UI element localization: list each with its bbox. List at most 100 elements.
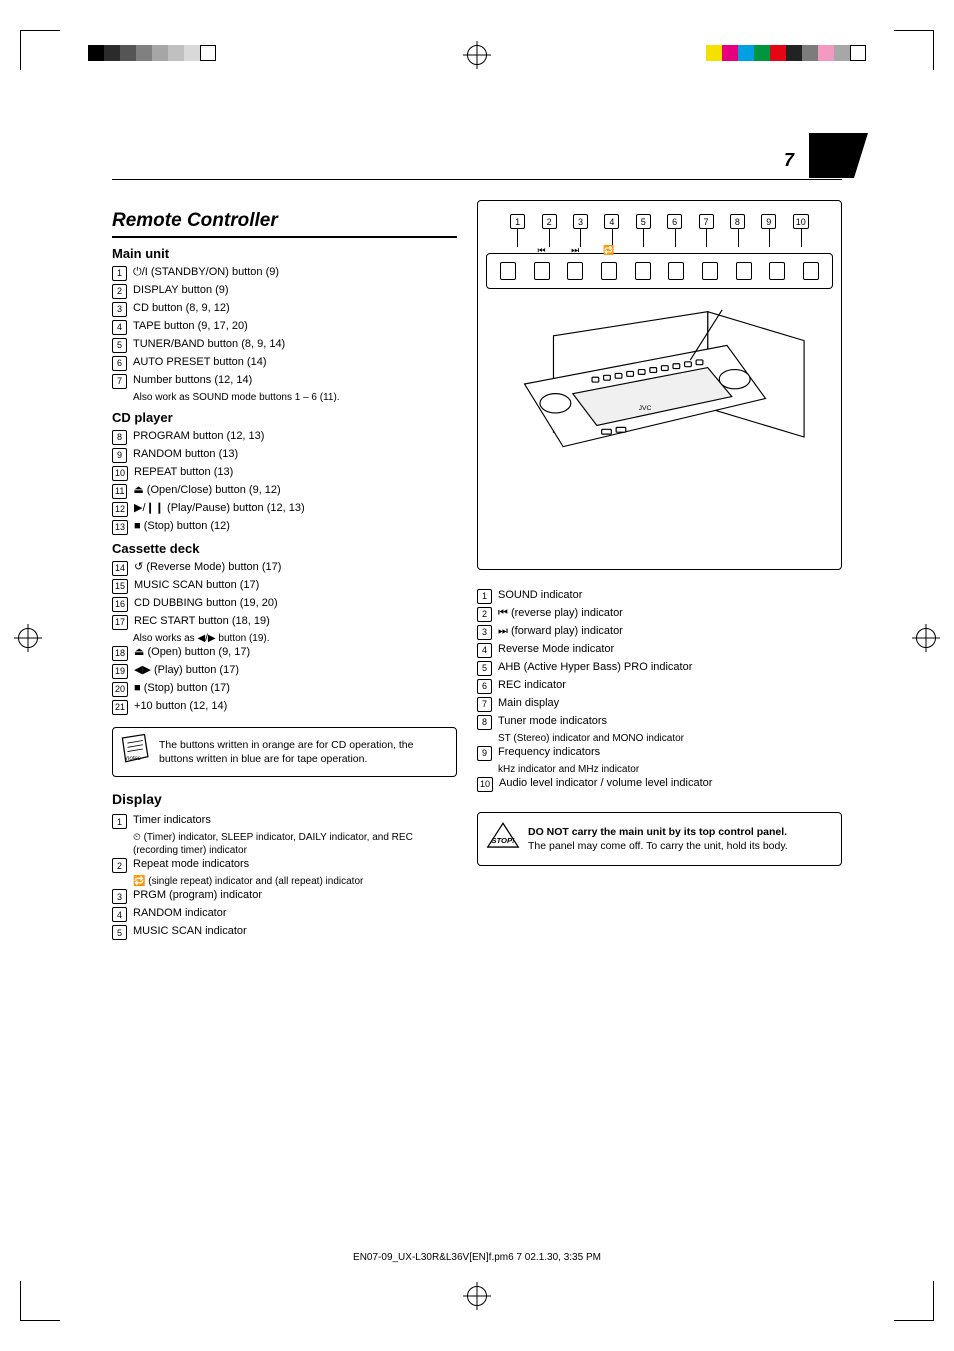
item-number: 10: [477, 777, 493, 792]
item-number: 11: [112, 484, 127, 499]
item-subtext: Also work as SOUND mode buttons 1 – 6 (1…: [133, 391, 457, 404]
symbol-icon: ⏏: [134, 646, 147, 658]
item-text: ■ (Stop) button (17): [134, 681, 457, 696]
item-number: 4: [477, 643, 492, 658]
header-rule: [112, 179, 842, 180]
stop-icon: STOP!: [486, 821, 520, 851]
swatch: [706, 45, 722, 61]
item-text: REC indicator: [498, 678, 842, 693]
item-text: MUSIC SCAN indicator: [133, 924, 457, 939]
swatch: [152, 45, 168, 61]
diagram-number: 10: [793, 214, 809, 229]
list-item: 6 REC indicator: [477, 678, 842, 694]
indicator-cell: ⏭: [567, 262, 583, 280]
item-number: 2: [477, 607, 492, 622]
item-text: Reverse Mode indicator: [498, 642, 842, 657]
symbol-icon: ↺: [134, 561, 146, 573]
item-number: 4: [112, 320, 127, 335]
display-diagram: 12345678910 ⏮⏭🔁: [477, 200, 842, 570]
list-item: 18⏏ (Open) button (9, 17): [112, 645, 457, 661]
left-column: Remote Controller Main unit 1⏻/I (STANDB…: [112, 200, 457, 942]
diagram-number: 6: [667, 214, 682, 229]
svg-text:STOP!: STOP!: [491, 836, 515, 845]
item-text: CD DUBBING button (19, 20): [134, 596, 457, 611]
list-item: 7Number buttons (12, 14): [112, 373, 457, 389]
list-item: 12 ▶/❙❙ (Play/Pause) button (12, 13): [112, 501, 457, 517]
diagram-number: 8: [730, 214, 745, 229]
list-item: 8Tuner mode indicators: [477, 714, 842, 730]
stop-box: STOP! DO NOT carry the main unit by its …: [477, 812, 842, 866]
stop-line2: The panel may come off. To carry the uni…: [528, 839, 829, 853]
item-number: 2: [112, 284, 127, 299]
diagram-number: 5: [636, 214, 651, 229]
item-number: 1: [112, 266, 127, 281]
list-item: 2DISPLAY button (9): [112, 283, 457, 299]
notes-box: notes The buttons written in orange are …: [112, 727, 457, 777]
item-number: 5: [477, 661, 492, 676]
item-text: ▶/❙❙ (Play/Pause) button (12, 13): [134, 501, 457, 516]
item-subtext: Also works as ◀/▶ button (19).: [133, 632, 457, 645]
item-number: 2: [112, 858, 127, 873]
item-number: 3: [112, 302, 127, 317]
list-item: 4RANDOM indicator: [112, 906, 457, 922]
swatch: [770, 45, 786, 61]
swatch: [104, 45, 120, 61]
item-text: AUTO PRESET button (14): [133, 355, 457, 370]
diagram-number: 3: [573, 214, 588, 229]
crop-mark: [894, 30, 934, 70]
display-heading: Display: [112, 791, 457, 807]
item-text: Audio level indicator / volume level ind…: [499, 776, 842, 791]
swatch: [786, 45, 802, 61]
indicator-strip: ⏮⏭🔁: [486, 253, 833, 289]
item-text: +10 button (12, 14): [134, 699, 457, 714]
symbol-icon: ■: [134, 682, 144, 694]
item-text: Tuner mode indicators: [498, 714, 842, 729]
item-number: 7: [477, 697, 492, 712]
list-item: 13■ (Stop) button (12): [112, 519, 457, 535]
swatch: [184, 45, 200, 61]
indicator-cell: 🔁: [601, 262, 617, 280]
item-number: 6: [477, 679, 492, 694]
swatch: [120, 45, 136, 61]
list-item: 9RANDOM button (13): [112, 447, 457, 463]
indicator-cell: [736, 262, 752, 280]
list-item: 6AUTO PRESET button (14): [112, 355, 457, 371]
device-illustration: JVC: [486, 289, 833, 479]
symbol-icon: ⏻/I: [133, 266, 151, 278]
list-item: 5 TUNER/BAND button (8, 9, 14): [112, 337, 457, 353]
registration-mark: [467, 45, 487, 65]
swatch: [722, 45, 738, 61]
item-text: SOUND indicator: [498, 588, 842, 603]
item-text: CD button (8, 9, 12): [133, 301, 457, 316]
list-item: 16CD DUBBING button (19, 20): [112, 596, 457, 612]
item-number: 12: [112, 502, 128, 517]
list-item: 17REC START button (18, 19): [112, 614, 457, 630]
list-item: 20■ (Stop) button (17): [112, 681, 457, 697]
item-text: ⏮ (reverse play) indicator: [498, 606, 842, 621]
item-text: PROGRAM button (12, 13): [133, 429, 457, 444]
swatch: [136, 45, 152, 61]
item-number: 8: [112, 430, 127, 445]
list-item: 5MUSIC SCAN indicator: [112, 924, 457, 940]
tape-list: 14↺ (Reverse Mode) button (17)15MUSIC SC…: [112, 560, 457, 715]
item-number: 14: [112, 561, 128, 576]
item-text: TUNER/BAND button (8, 9, 14): [133, 337, 457, 352]
svg-text:JVC: JVC: [639, 405, 652, 412]
item-number: 4: [112, 907, 127, 922]
item-text: Timer indicators: [133, 813, 457, 828]
diagram-number: 2: [542, 214, 557, 229]
color-swatches: [706, 45, 866, 61]
item-text: REC START button (18, 19): [134, 614, 457, 629]
main-unit-list: 1⏻/I (STANDBY/ON) button (9)2DISPLAY but…: [112, 265, 457, 404]
symbol-icon: ⏭: [498, 625, 511, 637]
footer: EN07-09_UX-L30R&L36V[EN]f.pm6 7 02.1.30,…: [112, 1252, 842, 1263]
indicator-cell: [702, 262, 718, 280]
list-item: 1SOUND indicator: [477, 588, 842, 604]
swatch: [738, 45, 754, 61]
list-item: 14↺ (Reverse Mode) button (17): [112, 560, 457, 576]
item-number: 18: [112, 646, 128, 661]
item-number: 5: [112, 338, 127, 353]
list-item: 11⏏ (Open/Close) button (9, 12): [112, 483, 457, 499]
item-number: 9: [477, 746, 492, 761]
item-number: 21: [112, 700, 128, 715]
